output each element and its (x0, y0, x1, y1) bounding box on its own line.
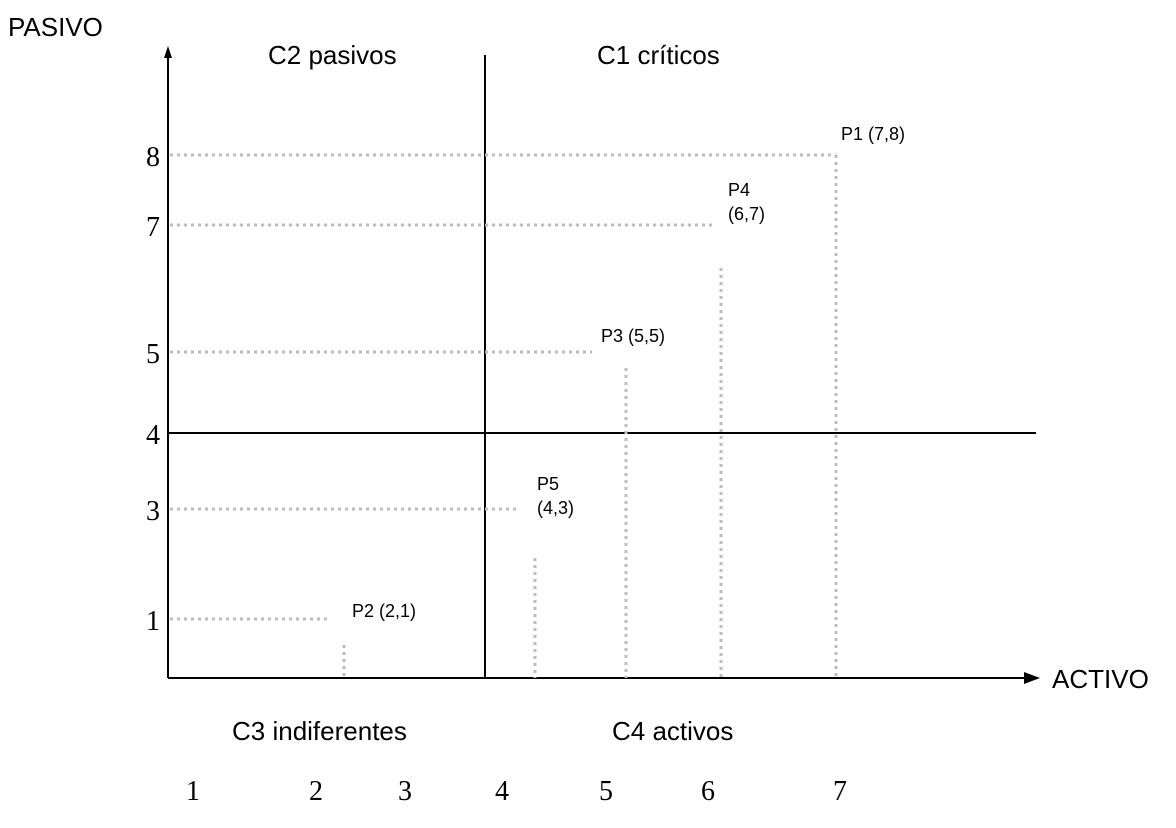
point-label-line: P2 (2,1) (352, 601, 416, 621)
x-tick-label: 2 (309, 776, 323, 807)
x-axis-label: ACTIVO (1052, 664, 1149, 694)
y-tick-label: 7 (146, 212, 160, 243)
y-tick-label: 4 (146, 420, 160, 451)
x-tick-label: 7 (833, 776, 847, 807)
x-axis-arrow-icon (1024, 672, 1040, 684)
point-label-line: P4 (728, 180, 750, 200)
quadrant-label-c4: C4 activos (612, 716, 733, 746)
y-tick-label: 8 (146, 142, 160, 173)
ticks-layer: 8 7 5 4 3 1 1 2 3 4 5 6 7 (146, 142, 847, 807)
quadrant-label-c3: C3 indiferentes (232, 716, 407, 746)
y-tick-label: 3 (146, 496, 160, 527)
x-tick-label: 5 (599, 776, 613, 807)
point-label-line: P5 (537, 474, 559, 494)
point-label-line: P1 (7,8) (841, 124, 905, 144)
point-label: P4 (6,7) (728, 180, 765, 224)
guides-layer (170, 153, 838, 678)
point-label: P5 (4,3) (537, 474, 574, 518)
point-label-line: P3 (5,5) (601, 326, 665, 346)
point-label-line: (4,3) (537, 498, 574, 518)
x-tick-label: 1 (186, 776, 200, 807)
y-tick-label: 5 (146, 339, 160, 370)
quadrant-label-c1: C1 críticos (597, 40, 720, 70)
point-labels-layer: P1 (7,8) P4 (6,7) P3 (5,5) P5 (4,3) P2 (2,1) (352, 124, 905, 621)
x-tick-label: 6 (701, 776, 715, 807)
x-tick-label: 4 (495, 776, 509, 807)
quadrant-label-c2: C2 pasivos (268, 40, 397, 70)
y-axis-label: PASIVO (8, 12, 103, 42)
point-label-line: (6,7) (728, 204, 765, 224)
y-tick-label: 1 (146, 606, 160, 637)
point-label: P2 (2,1) (352, 601, 416, 621)
point-label: P3 (5,5) (601, 326, 665, 346)
y-axis-arrow (164, 46, 172, 58)
x-tick-label: 3 (398, 776, 412, 807)
point-label: P1 (7,8) (841, 124, 905, 144)
